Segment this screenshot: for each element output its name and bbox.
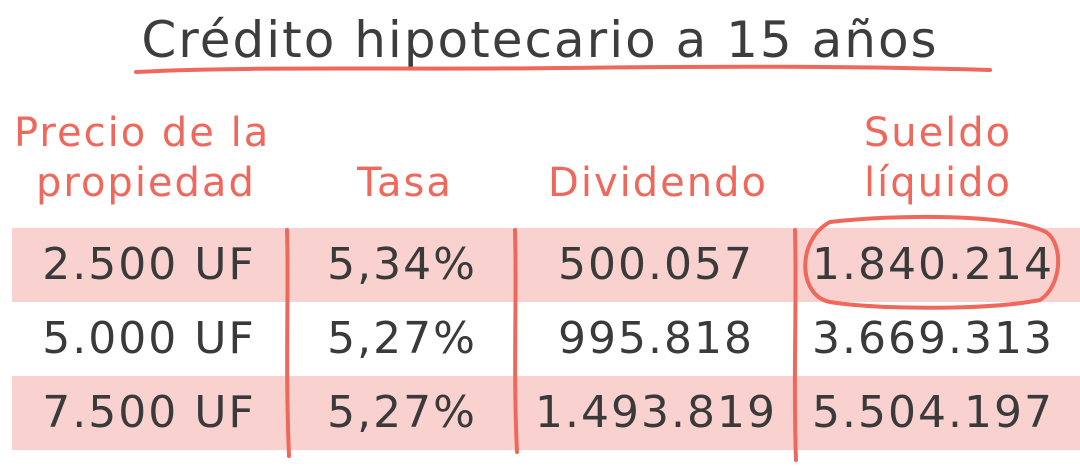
row-band-1 bbox=[12, 228, 1080, 302]
table-row-2-dividendo: 995.818 bbox=[558, 313, 754, 364]
page-title: Crédito hipotecario a 15 años bbox=[141, 11, 939, 69]
table-row-3-sueldo: 5.504.197 bbox=[812, 387, 1054, 438]
table-row-3-precio: 7.500 UF bbox=[42, 387, 256, 438]
table-row-2-tasa: 5,27% bbox=[327, 313, 477, 364]
header-sueldo-line1: Sueldo bbox=[863, 110, 1013, 156]
table-row-3-dividendo: 1.493.819 bbox=[535, 387, 777, 438]
table-row-1-dividendo: 500.057 bbox=[558, 239, 754, 290]
column-divider-2 bbox=[513, 228, 519, 454]
title-underline bbox=[134, 64, 992, 74]
column-divider-1 bbox=[285, 228, 291, 458]
column-divider-3 bbox=[792, 228, 798, 462]
header-sueldo: Sueldo líquido bbox=[796, 108, 1080, 208]
header-dividendo-label: Dividendo bbox=[548, 160, 768, 206]
table-row-3-tasa: 5,27% bbox=[327, 387, 477, 438]
table-row-2-sueldo: 3.669.313 bbox=[812, 313, 1054, 364]
header-precio-line1: Precio de la bbox=[14, 110, 271, 156]
header-tasa: Tasa bbox=[290, 158, 520, 208]
highlight-circle bbox=[803, 214, 1060, 310]
header-tasa-label: Tasa bbox=[357, 160, 453, 206]
row-band-3 bbox=[12, 376, 1080, 450]
table-row-2-precio: 5.000 UF bbox=[42, 313, 256, 364]
table-row-1-precio: 2.500 UF bbox=[42, 239, 256, 290]
table-row-1-sueldo: 1.840.214 bbox=[812, 239, 1054, 290]
header-precio-line2: propiedad bbox=[36, 160, 256, 206]
header-sueldo-line2: líquido bbox=[864, 160, 1012, 206]
header-precio: Precio de la propiedad bbox=[14, 108, 294, 208]
table-row-1-tasa: 5,34% bbox=[327, 239, 477, 290]
header-dividendo: Dividendo bbox=[518, 158, 798, 208]
